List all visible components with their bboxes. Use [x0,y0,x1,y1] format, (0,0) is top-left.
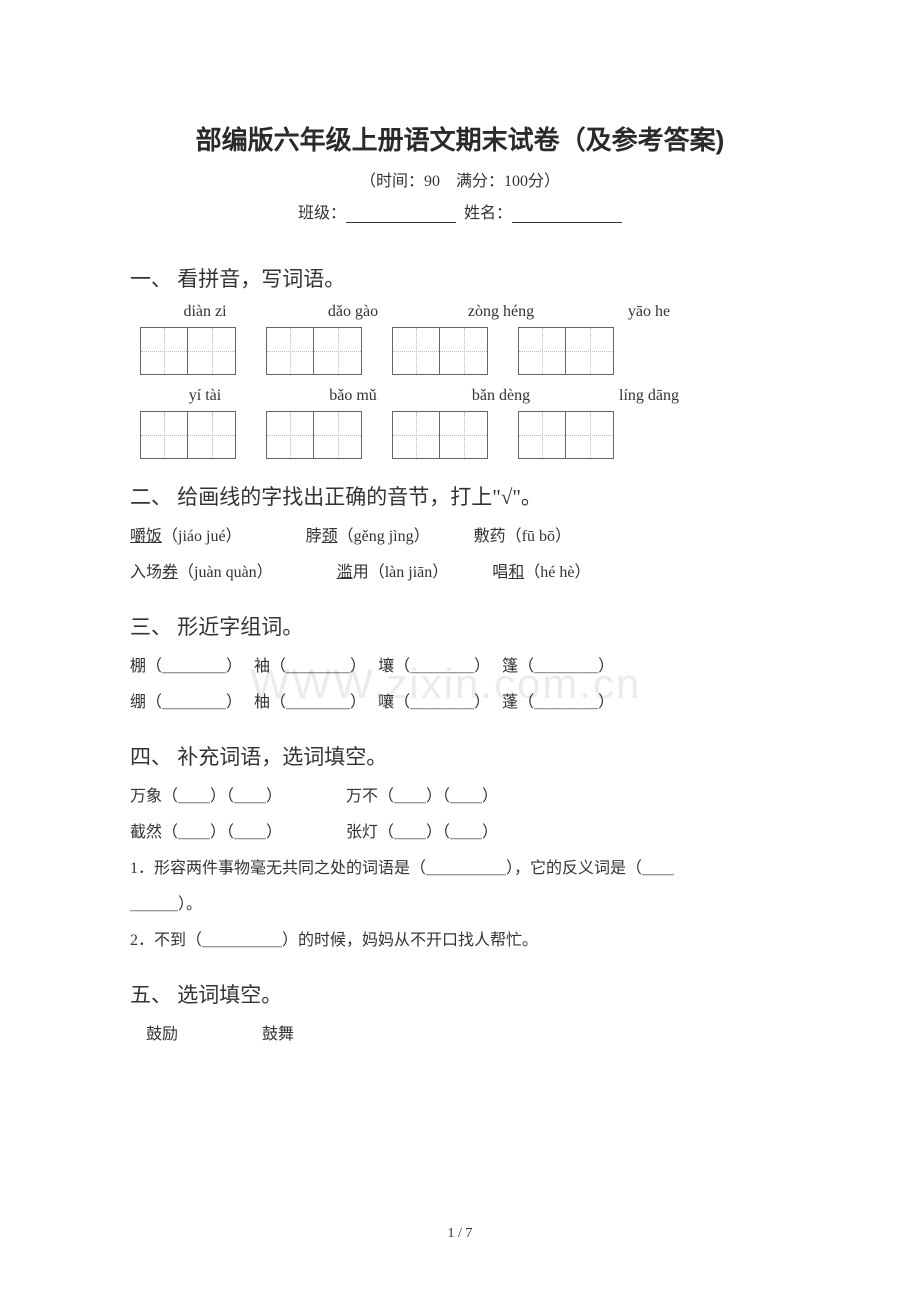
q2-line2: 入场券（juàn quàn） 滥用（làn jiān） 唱和（hé hè） [130,557,790,589]
char-box-pair[interactable] [518,411,614,459]
pinyin: bǎo mǔ [298,387,408,405]
s4-q1b: ＿＿＿）。 [130,889,790,921]
page-number: 1 / 7 [0,1226,920,1242]
char-box-pair[interactable] [140,411,236,459]
pinyin: diàn zi [150,303,260,321]
section-1-heading: 一、 看拼音，写词语。 [130,263,790,293]
q-pinyin: （fū bō） [506,528,571,545]
s4-item[interactable]: 万象（＿＿）（＿＿） [130,788,282,805]
char-boxes-row-2 [140,411,790,459]
pinyin: yí tài [150,387,260,405]
class-blank[interactable] [346,205,456,223]
char-box-pair[interactable] [266,327,362,375]
q-pinyin: （jiáo jué） [162,528,242,545]
q-word-u: 滥 [337,564,353,581]
s3-item[interactable]: 篷（＿＿＿＿） [502,658,614,675]
s3-item[interactable]: 袖（＿＿＿＿） [254,658,358,675]
char-box-pair[interactable] [392,411,488,459]
s4-item[interactable]: 张灯（＿＿）（＿＿） [346,824,498,841]
time-score: （时间：90 满分：100分） [130,167,790,191]
section-3-heading: 三、 形近字组词。 [130,611,790,641]
char-box-pair[interactable] [518,327,614,375]
s3-item[interactable]: 蓬（＿＿＿＿） [502,694,614,711]
q-pinyin: （hé hè） [524,564,590,581]
pinyin: dǎo gào [298,303,408,321]
name-label: 姓名： [464,205,512,222]
section-5-heading: 五、 选词填空。 [130,979,790,1009]
s5-word: 鼓励 [146,1026,178,1043]
q-word: 嚼饭 [130,528,162,545]
class-label: 班级： [298,205,346,222]
section-4-heading: 四、 补充词语，选词填空。 [130,741,790,771]
s3-item[interactable]: 壤（＿＿＿＿） [378,658,482,675]
s3-item[interactable]: 绷（＿＿＿＿） [130,694,234,711]
pinyin: líng dāng [594,387,704,405]
s5-words: 鼓励 鼓舞 [130,1019,790,1051]
s4-line2: 截然（＿＿）（＿＿） 张灯（＿＿）（＿＿） [130,817,790,849]
s3-item[interactable]: 嚷（＿＿＿＿） [378,694,482,711]
s5-word: 鼓舞 [262,1026,294,1043]
s4-item[interactable]: 万不（＿＿）（＿＿） [346,788,498,805]
s4-q1a: 1．形容两件事物毫无共同之处的词语是（＿＿＿＿＿），它的反义词是（＿＿ [130,853,790,885]
s4-line1: 万象（＿＿）（＿＿） 万不（＿＿）（＿＿） [130,781,790,813]
q-pinyin: （juàn quàn） [178,564,273,581]
q-word-u: 和 [508,564,524,581]
s3-item[interactable]: 棚（＿＿＿＿） [130,658,234,675]
s4-item[interactable]: 截然（＿＿）（＿＿） [130,824,282,841]
pinyin: zòng héng [446,303,556,321]
s4-q2: 2．不到（＿＿＿＿＿）的时候，妈妈从不开口找人帮忙。 [130,925,790,957]
q-word-u: 券 [162,564,178,581]
s3-row2: 绷（＿＿＿＿） 柚（＿＿＿＿） 嚷（＿＿＿＿） 蓬（＿＿＿＿） [130,687,790,719]
page-title: 部编版六年级上册语文期末试卷（及参考答案) [130,120,790,157]
pinyin: yāo he [594,303,704,321]
pinyin-row-1: diàn zi dǎo gào zòng héng yāo he [150,303,790,321]
char-box-pair[interactable] [140,327,236,375]
s3-row1: 棚（＿＿＿＿） 袖（＿＿＿＿） 壤（＿＿＿＿） 篷（＿＿＿＿） [130,651,790,683]
name-blank[interactable] [512,205,622,223]
q-pinyin: （làn jiān） [369,564,449,581]
q-word-pre: 唱 [492,564,508,581]
q-word-pre: 入场 [130,564,162,581]
pinyin: bǎn dèng [446,387,556,405]
q-word-pre: 脖 [306,528,322,545]
pinyin-row-2: yí tài bǎo mǔ bǎn dèng líng dāng [150,387,790,405]
char-boxes-row-1 [140,327,790,375]
char-box-pair[interactable] [392,327,488,375]
q-word-post: 用 [353,564,369,581]
q2-line1: 嚼饭（jiáo jué） 脖颈（gěng jìng） 敷药（fū bō） [130,521,790,553]
s3-item[interactable]: 柚（＿＿＿＿） [254,694,358,711]
q-word-u: 颈 [322,528,338,545]
class-name-line: 班级： 姓名： [130,199,790,223]
section-2-heading: 二、 给画线的字找出正确的音节，打上"√"。 [130,481,790,511]
char-box-pair[interactable] [266,411,362,459]
q-word: 敷药 [474,528,506,545]
q-pinyin: （gěng jìng） [338,528,430,545]
